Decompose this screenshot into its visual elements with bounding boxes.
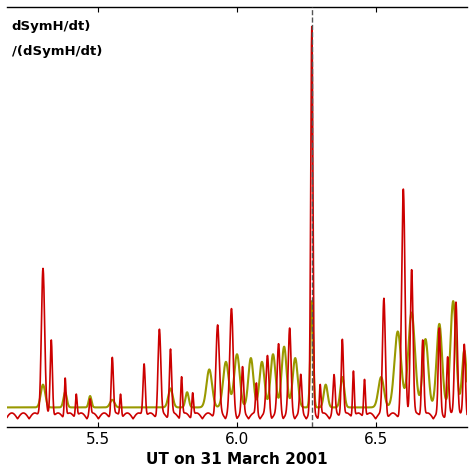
X-axis label: UT on 31 March 2001: UT on 31 March 2001 <box>146 452 328 467</box>
Text: /(dSymH/dt): /(dSymH/dt) <box>11 45 102 58</box>
Text: dSymH/dt): dSymH/dt) <box>11 19 91 33</box>
